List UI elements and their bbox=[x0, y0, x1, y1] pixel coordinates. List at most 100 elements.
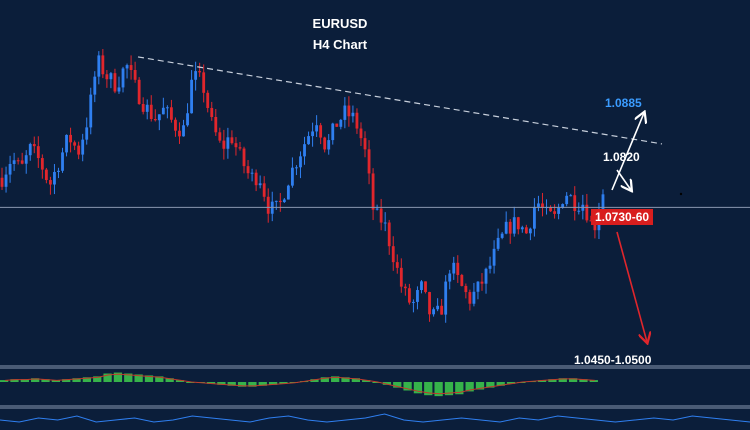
histogram-bar bbox=[248, 382, 257, 387]
candle-body bbox=[371, 173, 375, 210]
candle-body bbox=[343, 105, 347, 120]
candle-body bbox=[516, 217, 520, 230]
candle-body bbox=[307, 136, 310, 145]
histogram-bar bbox=[372, 382, 381, 383]
candle-body bbox=[145, 104, 149, 112]
candle-body bbox=[198, 71, 202, 73]
histogram-bar bbox=[175, 380, 185, 382]
candle-body bbox=[238, 147, 242, 149]
histogram-bar bbox=[206, 382, 216, 384]
candle-body bbox=[327, 140, 331, 150]
candle-body bbox=[492, 248, 496, 266]
candle-body bbox=[440, 305, 444, 315]
candle-body bbox=[262, 183, 266, 197]
candle-body bbox=[250, 172, 254, 174]
candle-body bbox=[105, 74, 109, 80]
histogram-bar bbox=[548, 379, 557, 382]
candle-body bbox=[339, 119, 343, 127]
candle-body bbox=[282, 199, 286, 203]
candle-body bbox=[403, 286, 407, 289]
candle-body bbox=[254, 172, 258, 186]
histogram-bar bbox=[279, 382, 288, 384]
candle-body bbox=[432, 309, 435, 315]
candle-body bbox=[488, 265, 492, 269]
candle-body bbox=[299, 156, 302, 168]
candle-body bbox=[222, 140, 226, 149]
histogram-bar bbox=[506, 382, 516, 384]
candle-body bbox=[246, 166, 250, 174]
candle-body bbox=[97, 55, 101, 77]
candle-body bbox=[456, 262, 460, 275]
candle-body bbox=[133, 70, 137, 80]
chart-subtitle: H4 Chart bbox=[312, 37, 368, 52]
candle-body bbox=[69, 134, 72, 143]
candle-body bbox=[214, 117, 218, 133]
candle-body bbox=[315, 125, 319, 132]
candle-body bbox=[512, 217, 516, 234]
histogram-bar bbox=[475, 382, 485, 390]
candle-body bbox=[303, 144, 306, 157]
candle-body bbox=[351, 112, 355, 117]
candle-body bbox=[109, 73, 113, 80]
target-high-label: 1.0885 bbox=[605, 96, 642, 110]
candle-body bbox=[323, 137, 327, 150]
histogram-bar bbox=[496, 382, 505, 386]
candle-body bbox=[206, 92, 210, 108]
candle-body bbox=[468, 292, 472, 304]
candle-body bbox=[508, 221, 512, 234]
candle-body bbox=[452, 262, 456, 274]
candle-body bbox=[258, 183, 262, 186]
candle-body bbox=[395, 262, 399, 268]
oscillator-line bbox=[0, 413, 750, 423]
candle-body bbox=[472, 291, 476, 304]
candle-body bbox=[210, 107, 214, 118]
candle-body bbox=[73, 142, 77, 146]
candle-body bbox=[379, 208, 383, 223]
histogram-bar bbox=[465, 382, 474, 392]
candle-body bbox=[460, 274, 464, 286]
histogram-bar bbox=[103, 373, 112, 382]
candle-body bbox=[149, 104, 153, 119]
histogram-bar bbox=[579, 379, 588, 382]
candle-body bbox=[153, 118, 157, 121]
candle-body bbox=[0, 177, 4, 187]
histogram-bar bbox=[237, 382, 247, 387]
candle-body bbox=[274, 200, 278, 202]
candle-body bbox=[311, 131, 314, 137]
candle-body bbox=[178, 130, 181, 137]
candle-body bbox=[165, 107, 169, 109]
candle-body bbox=[170, 107, 173, 120]
histogram-bar bbox=[165, 378, 174, 382]
candle-body bbox=[93, 76, 97, 95]
candle-body bbox=[129, 65, 133, 71]
trendline bbox=[137, 56, 663, 145]
candle-body bbox=[407, 288, 411, 303]
histogram-bar bbox=[424, 382, 433, 396]
chart-title: EURUSD bbox=[312, 16, 368, 31]
candle-body bbox=[40, 158, 44, 170]
histogram-bar bbox=[31, 378, 40, 382]
histogram-bar bbox=[41, 379, 50, 382]
resistance-label: 1.0820 bbox=[603, 150, 640, 164]
candle-body bbox=[601, 194, 605, 213]
candle-body bbox=[436, 305, 440, 310]
candle-body bbox=[476, 281, 480, 292]
candle-body bbox=[186, 113, 189, 126]
candle-body bbox=[16, 160, 20, 162]
candle-body bbox=[77, 145, 81, 155]
histogram-bar bbox=[444, 382, 454, 396]
candle-body bbox=[533, 206, 536, 229]
histogram-bar bbox=[51, 380, 60, 382]
candle-body bbox=[420, 281, 423, 291]
candle-body bbox=[291, 167, 294, 186]
candle-body bbox=[561, 204, 565, 208]
candle-body bbox=[375, 208, 379, 210]
candle-body bbox=[8, 163, 12, 175]
candle-body bbox=[278, 200, 282, 203]
histogram-bar bbox=[486, 382, 495, 388]
candle-body bbox=[182, 125, 185, 137]
candle-body bbox=[89, 94, 93, 128]
candle-body bbox=[121, 68, 125, 88]
